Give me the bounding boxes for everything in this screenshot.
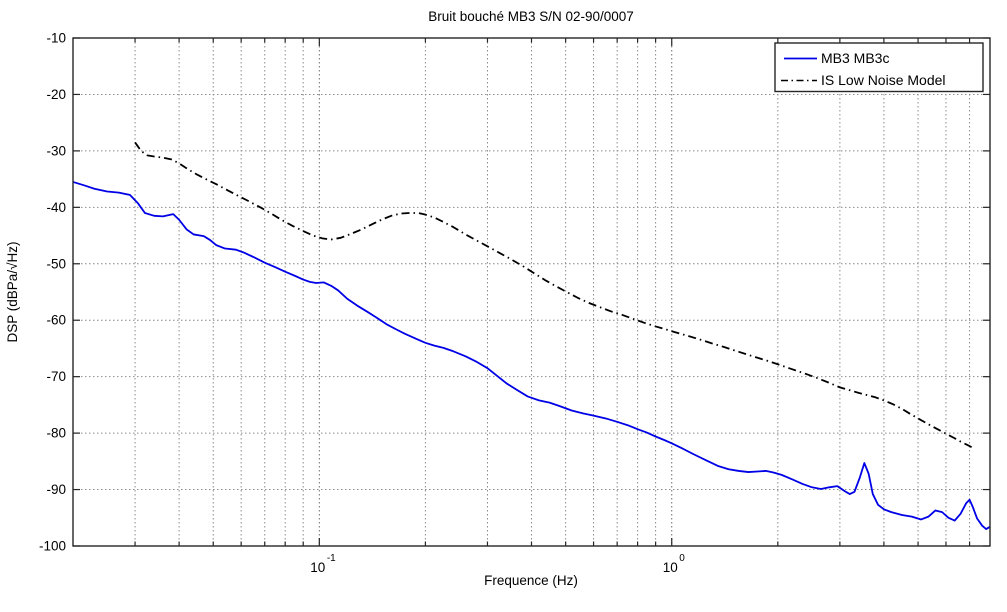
y-axis-label: DSP (dBPa/√Hz) xyxy=(5,242,20,343)
plot-area-border xyxy=(72,37,991,547)
ticks-layer xyxy=(73,37,990,547)
x-tick-label-base: 10 xyxy=(663,560,678,575)
chart-title: Bruit bouché MB3 S/N 02-90/0007 xyxy=(428,9,634,24)
legend-box xyxy=(774,42,984,93)
series-line-is-low-noise-model xyxy=(134,141,974,449)
y-tick-label: -30 xyxy=(46,143,66,158)
y-tick-label: -90 xyxy=(46,482,66,497)
curves-layer xyxy=(72,141,991,530)
y-tick-label: -60 xyxy=(46,313,66,328)
x-tick-label-base: 10 xyxy=(310,560,325,575)
y-tick-label: -40 xyxy=(46,200,66,215)
legend: MB3 MB3c IS Low Noise Model xyxy=(774,42,984,93)
series-line-mb3-mb3c xyxy=(72,181,991,530)
grid-layer xyxy=(73,38,990,546)
legend-label-is-model: IS Low Noise Model xyxy=(821,72,946,88)
y-tick-label: -80 xyxy=(46,426,66,441)
y-tick-label: -100 xyxy=(39,539,66,554)
legend-label-mb3: MB3 MB3c xyxy=(821,50,889,66)
y-tick-label: -10 xyxy=(46,31,66,46)
y-tick-label: -20 xyxy=(46,87,66,102)
x-tick-label-exponent: 0 xyxy=(679,553,685,564)
y-tick-label: -70 xyxy=(46,369,66,384)
x-tick-label-exponent: -1 xyxy=(327,553,336,564)
x-axis-label: Frequence (Hz) xyxy=(484,573,578,588)
y-tick-label: -50 xyxy=(46,256,66,271)
